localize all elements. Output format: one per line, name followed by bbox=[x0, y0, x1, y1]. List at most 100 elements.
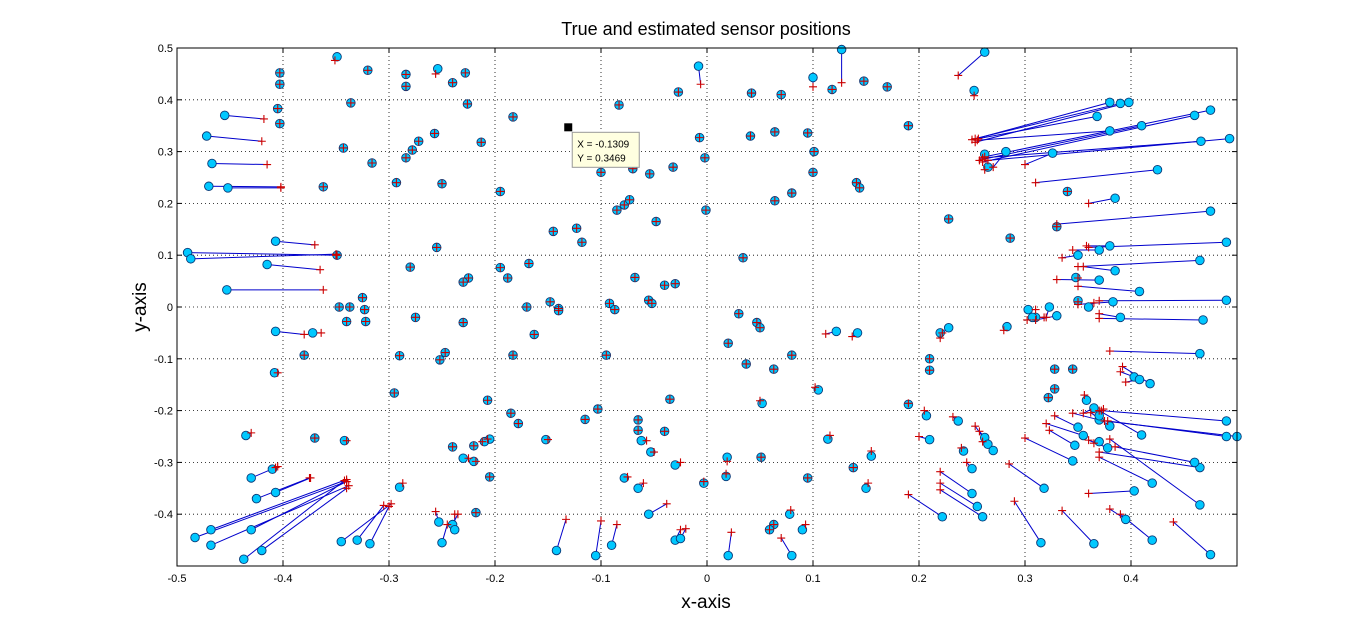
true-position-point bbox=[1195, 348, 1205, 359]
estimated-position-point bbox=[1031, 305, 1040, 314]
estimated-position-point bbox=[1044, 393, 1053, 402]
true-position-point bbox=[693, 61, 704, 71]
error-line bbox=[982, 114, 1195, 163]
estimated-position-point bbox=[1031, 315, 1040, 324]
estimated-position-point bbox=[339, 143, 348, 152]
estimated-position-point bbox=[770, 196, 779, 205]
true-position-point bbox=[953, 416, 963, 426]
estimated-position-point bbox=[401, 82, 410, 91]
estimated-position-point bbox=[660, 427, 669, 436]
estimated-position-point bbox=[310, 434, 319, 443]
y-tick-label: -0.2 bbox=[154, 406, 173, 418]
true-position-point bbox=[787, 550, 797, 561]
estimated-position-point bbox=[363, 66, 372, 75]
estimated-position-point bbox=[883, 82, 892, 91]
estimated-position-point bbox=[471, 457, 480, 466]
estimated-position-point bbox=[361, 317, 370, 326]
true-position-point bbox=[251, 493, 262, 504]
true-position-point bbox=[921, 411, 932, 421]
estimated-position-point bbox=[642, 436, 651, 445]
estimated-position-point bbox=[450, 510, 459, 519]
estimated-position-point bbox=[630, 273, 639, 282]
estimated-position-markers bbox=[247, 56, 1178, 543]
estimated-position-point bbox=[724, 339, 733, 348]
true-position-point bbox=[1073, 422, 1083, 432]
estimated-position-point bbox=[938, 328, 947, 337]
estimated-position-point bbox=[1080, 391, 1089, 400]
x-tick-label: -0.3 bbox=[380, 573, 399, 585]
error-line bbox=[1088, 490, 1135, 494]
true-position-point bbox=[675, 533, 686, 544]
estimated-position-point bbox=[398, 479, 407, 488]
error-line bbox=[939, 482, 978, 507]
error-line bbox=[1099, 299, 1227, 302]
estimated-position-point bbox=[1105, 505, 1114, 514]
estimated-position-point bbox=[247, 428, 256, 437]
true-position-point bbox=[1094, 436, 1104, 447]
true-position-point bbox=[190, 532, 200, 543]
estimated-position-point bbox=[431, 507, 440, 516]
true-position-point bbox=[219, 110, 230, 121]
estimated-position-point bbox=[1050, 365, 1059, 374]
estimated-position-point bbox=[837, 78, 846, 87]
y-axis-label: y-axis bbox=[130, 282, 151, 332]
y-tick-label: -0.4 bbox=[154, 509, 173, 521]
true-position-point bbox=[1083, 302, 1094, 312]
true-position-point bbox=[1002, 321, 1012, 332]
estimated-position-point bbox=[438, 179, 446, 188]
datatip[interactable]: X = -0.1309 Y = 0.3469 bbox=[564, 123, 640, 168]
estimated-position-point bbox=[506, 409, 515, 418]
estimated-position-point bbox=[1105, 347, 1114, 356]
estimated-position-point bbox=[342, 436, 351, 445]
estimated-position-point bbox=[1005, 459, 1014, 468]
estimated-position-point bbox=[1116, 367, 1125, 376]
error-line bbox=[1115, 446, 1195, 463]
datatip-marker[interactable] bbox=[564, 123, 573, 132]
plot-frame bbox=[176, 47, 1238, 567]
estimated-position-point bbox=[696, 80, 705, 89]
estimated-position-point bbox=[665, 395, 674, 404]
estimated-position-point bbox=[1097, 406, 1106, 415]
x-tick-label: 0.3 bbox=[1017, 573, 1032, 585]
true-position-point bbox=[1052, 311, 1062, 321]
estimated-position-point bbox=[503, 273, 512, 282]
error-line bbox=[977, 130, 1110, 141]
estimated-position-point bbox=[610, 305, 619, 314]
true-position-point bbox=[246, 473, 256, 483]
true-position-point bbox=[1221, 431, 1232, 442]
true-position-point bbox=[972, 501, 983, 512]
estimated-position-point bbox=[756, 323, 764, 332]
estimated-position-point bbox=[549, 227, 558, 236]
estimated-position-point bbox=[602, 351, 611, 360]
estimated-position-point bbox=[441, 348, 450, 357]
estimated-position-point bbox=[496, 263, 505, 272]
estimated-position-point bbox=[722, 469, 731, 478]
estimated-position-point bbox=[459, 278, 468, 287]
true-position-point bbox=[924, 434, 935, 445]
estimated-position-point bbox=[483, 396, 492, 405]
true-position-point bbox=[1198, 315, 1208, 325]
estimated-position-point bbox=[904, 399, 913, 408]
error-line bbox=[340, 503, 392, 543]
true-position-point bbox=[1070, 440, 1080, 451]
estimated-position-point bbox=[770, 127, 779, 136]
estimated-position-point bbox=[811, 383, 820, 392]
estimated-position-point bbox=[300, 351, 309, 360]
estimated-position-point bbox=[669, 163, 678, 172]
estimated-position-point bbox=[333, 251, 342, 260]
true-position-point bbox=[861, 483, 871, 494]
estimated-position-point bbox=[1052, 275, 1061, 284]
estimated-position-point bbox=[562, 515, 571, 524]
error-line bbox=[908, 494, 943, 518]
true-position-point bbox=[246, 524, 256, 535]
estimated-position-point bbox=[273, 368, 282, 377]
estimated-position-point bbox=[652, 217, 661, 226]
estimated-position-point bbox=[615, 100, 624, 109]
estimated-position-point bbox=[401, 153, 410, 162]
true-position-point bbox=[1120, 514, 1131, 525]
estimated-position-point bbox=[810, 147, 819, 156]
estimated-position-point bbox=[742, 359, 751, 368]
estimated-position-point bbox=[1074, 282, 1082, 291]
true-position-point bbox=[1105, 126, 1115, 136]
estimated-position-point bbox=[769, 365, 778, 374]
